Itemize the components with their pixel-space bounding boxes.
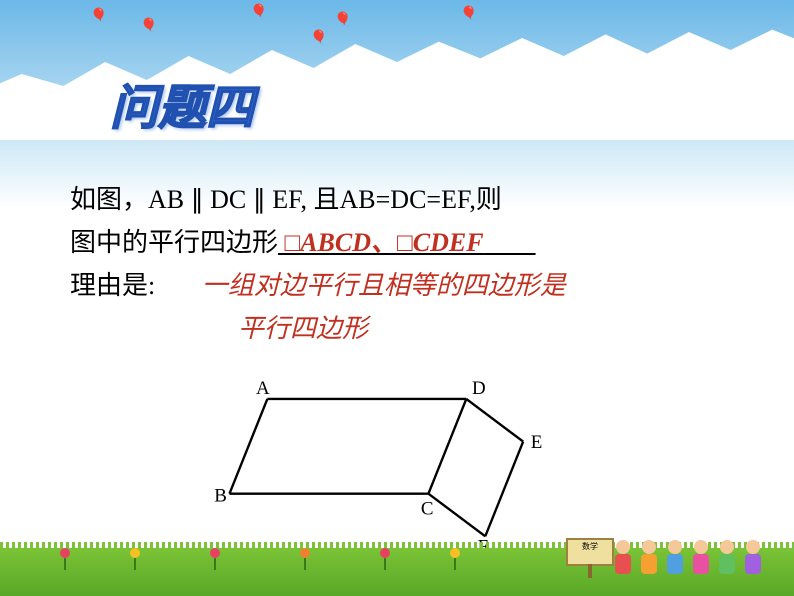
flower-decoration	[300, 548, 310, 558]
reason-text-2: 平行四边形	[238, 309, 734, 348]
problem-content: 如图，AB ∥ DC ∥ EF, 且AB=DC=EF,则 图中的平行四边形 □A…	[70, 180, 734, 348]
reason-line: 理由是: 一组对边平行且相等的四边形是	[70, 266, 734, 305]
answer-2: □CDEF	[397, 228, 484, 257]
kid-icon	[716, 540, 738, 578]
flower-decoration	[130, 548, 140, 558]
kid-icon	[742, 540, 764, 578]
balloon-icon: 🎈	[310, 30, 327, 47]
kid-icon	[638, 540, 660, 578]
problem-line-1: 如图，AB ∥ DC ∥ EF, 且AB=DC=EF,则	[70, 180, 734, 219]
sign-decoration: 数学	[566, 538, 614, 566]
text-line2-prefix: 图中的平行四边形	[70, 228, 278, 257]
balloon-icon: 🎈	[250, 4, 267, 21]
text-given: AB ∥ DC ∥ EF, 且AB=DC=EF,	[148, 185, 476, 214]
kids-decoration	[612, 540, 764, 578]
svg-text:B: B	[214, 485, 227, 506]
balloon-icon: 🎈	[334, 12, 351, 29]
balloon-icon: 🎈	[140, 18, 157, 35]
flower-decoration	[60, 548, 70, 558]
svg-text:C: C	[421, 499, 434, 520]
text-suffix: 则	[476, 185, 502, 214]
reason-text-1: 一组对边平行且相等的四边形是	[202, 266, 566, 305]
answer-1: □ABCD	[285, 228, 372, 257]
reason-label: 理由是:	[70, 271, 155, 300]
slide-title: 问题四	[110, 68, 254, 138]
balloon-icon: 🎈	[460, 6, 477, 23]
geometry-diagram: ADBCEF	[200, 380, 600, 560]
answer-sep: 、	[371, 228, 397, 257]
svg-text:A: A	[256, 380, 270, 399]
sign-text: 数学	[582, 542, 598, 551]
flower-decoration	[380, 548, 390, 558]
svg-text:E: E	[531, 432, 543, 453]
answer-text: □ABCD、□CDEF	[278, 228, 536, 257]
flower-decoration	[450, 548, 460, 558]
kid-icon	[664, 540, 686, 578]
problem-line-2: 图中的平行四边形 □ABCD、□CDEF	[70, 223, 734, 262]
text-prefix: 如图，	[70, 185, 148, 214]
balloon-icon: 🎈	[90, 8, 107, 25]
flower-decoration	[210, 548, 220, 558]
svg-text:D: D	[472, 380, 486, 399]
kid-icon	[690, 540, 712, 578]
kid-icon	[612, 540, 634, 578]
